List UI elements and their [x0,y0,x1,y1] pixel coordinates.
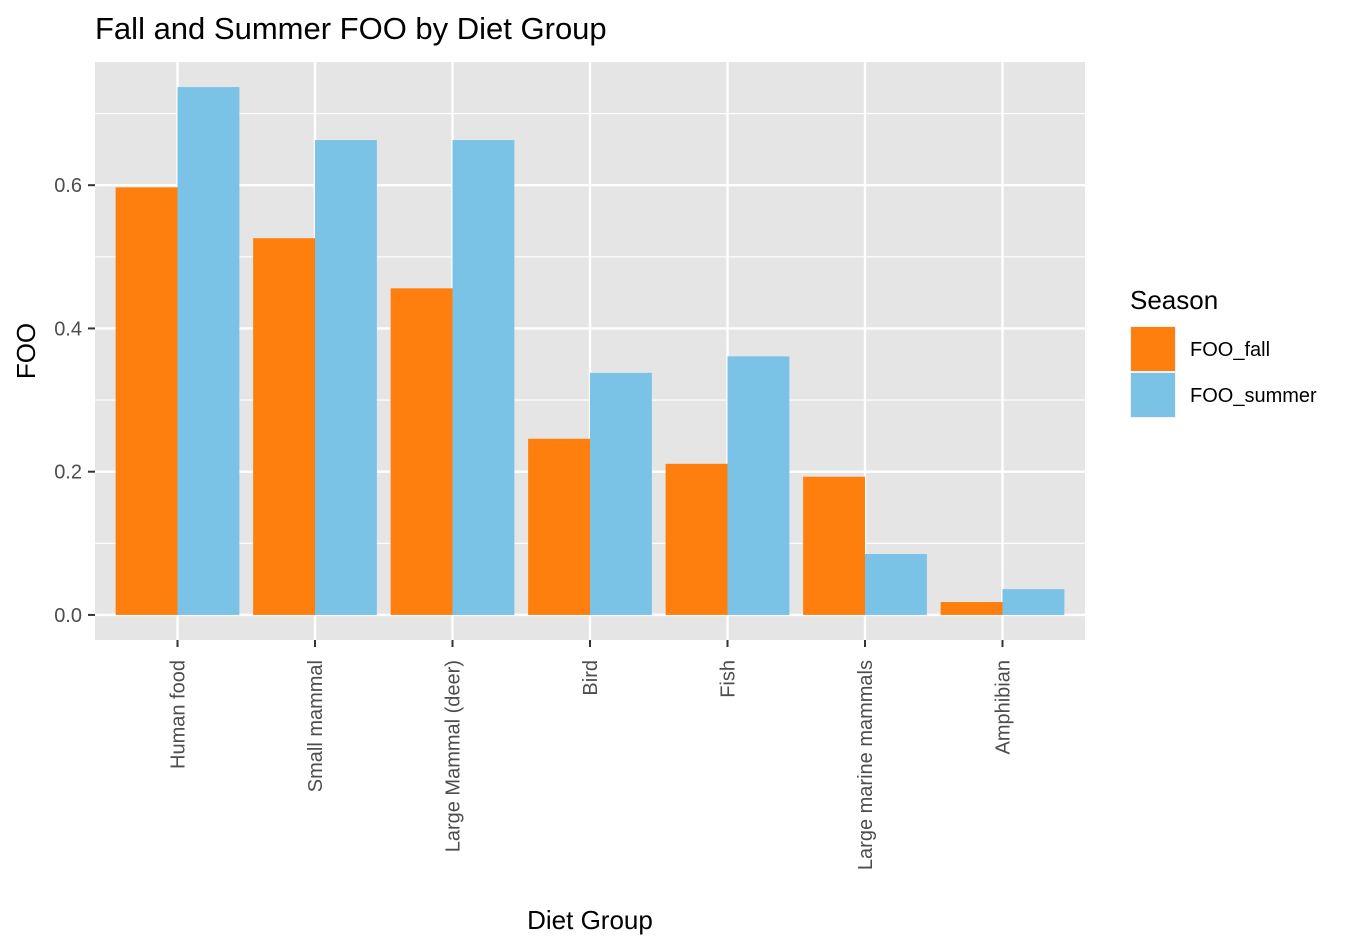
bar-foo-summer [865,554,927,615]
bar-foo-summer [590,372,652,615]
x-axis-title: Diet Group [527,905,653,935]
legend-title: Season [1130,285,1218,315]
legend: Season FOO_fall FOO_summer [1130,285,1317,418]
bar-foo-fall [940,602,1003,615]
bar-foo-fall [528,438,590,615]
bar-foo-summer [727,356,790,615]
legend-label: FOO_summer [1190,385,1317,407]
x-tick-label: Bird [580,660,602,696]
legend-items: FOO_fall FOO_summer [1130,326,1317,418]
bar-foo-fall [803,476,865,615]
bar-foo-summer [1002,589,1065,615]
legend-label: FOO_fall [1190,339,1270,361]
bar-foo-summer [177,87,240,615]
bar-foo-fall [390,288,453,615]
legend-key-swatch [1131,373,1175,417]
x-tick-label: Large marine mammals [855,660,877,870]
x-tick-label: Large Mammal (deer) [443,660,465,852]
bar-foo-summer [315,140,377,615]
axes: 0.0 0.2 0.4 0.6 Human food Small mammal Large … [54,175,1014,870]
legend-key-swatch [1131,327,1175,371]
x-tick-label: Amphibian [993,660,1015,755]
y-axis-title: FOO [11,323,41,379]
y-tick-label: 0.2 [54,462,82,484]
bar-foo-fall [115,187,178,615]
bar-foo-fall [665,463,728,615]
x-tick-label: Small mammal [305,660,327,792]
bar-foo-summer [452,140,515,615]
y-tick-label: 0.6 [54,175,82,197]
chart-title: Fall and Summer FOO by Diet Group [95,11,607,46]
x-tick-label: Human food [168,660,190,769]
bar-foo-fall [253,238,315,615]
y-tick-label: 0.0 [54,605,82,627]
bars [115,87,1065,615]
x-tick-label: Fish [718,660,740,698]
y-tick-label: 0.4 [54,318,82,340]
